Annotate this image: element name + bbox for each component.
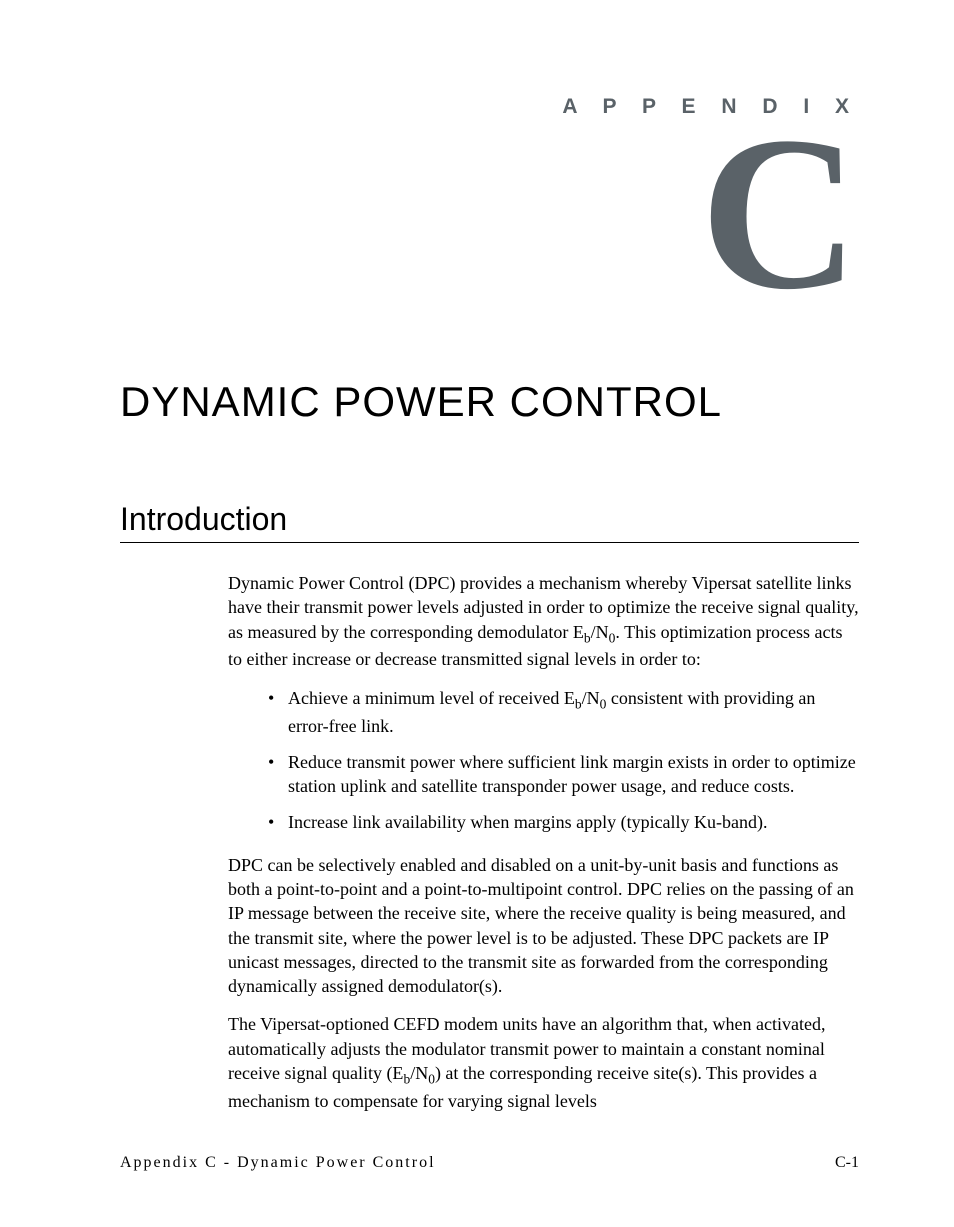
p1-mid-1: /N xyxy=(591,622,609,642)
intro-paragraph-3: The Vipersat-optioned CEFD modem units h… xyxy=(228,1012,859,1113)
chapter-title: DYNAMIC POWER CONTROL xyxy=(120,378,859,426)
intro-paragraph-2: DPC can be selectively enabled and disab… xyxy=(228,853,859,999)
footer-left-text: Appendix C - Dynamic Power Control xyxy=(120,1154,436,1172)
intro-paragraph-1: Dynamic Power Control (DPC) provides a m… xyxy=(228,571,859,672)
bullet-item-1: Achieve a minimum level of received Eb/N… xyxy=(268,686,859,738)
p3-mid-1: /N xyxy=(410,1063,428,1083)
bullet-list: Achieve a minimum level of received Eb/N… xyxy=(268,686,859,835)
footer-page-number: C-1 xyxy=(835,1154,859,1172)
page-footer: Appendix C - Dynamic Power Control C-1 xyxy=(120,1154,859,1172)
p3-sub-0: 0 xyxy=(428,1072,435,1087)
bullet-item-2: Reduce transmit power where sufficient l… xyxy=(268,750,859,799)
appendix-letter: C xyxy=(120,109,859,318)
bullet-item-3: Increase link availability when margins … xyxy=(268,810,859,834)
section-title: Introduction xyxy=(120,501,859,543)
b1-text-1: Achieve a minimum level of received E xyxy=(288,688,575,708)
b1-sub-b: b xyxy=(575,696,582,711)
p1-sub-b: b xyxy=(584,630,591,645)
b1-mid-1: /N xyxy=(582,688,600,708)
